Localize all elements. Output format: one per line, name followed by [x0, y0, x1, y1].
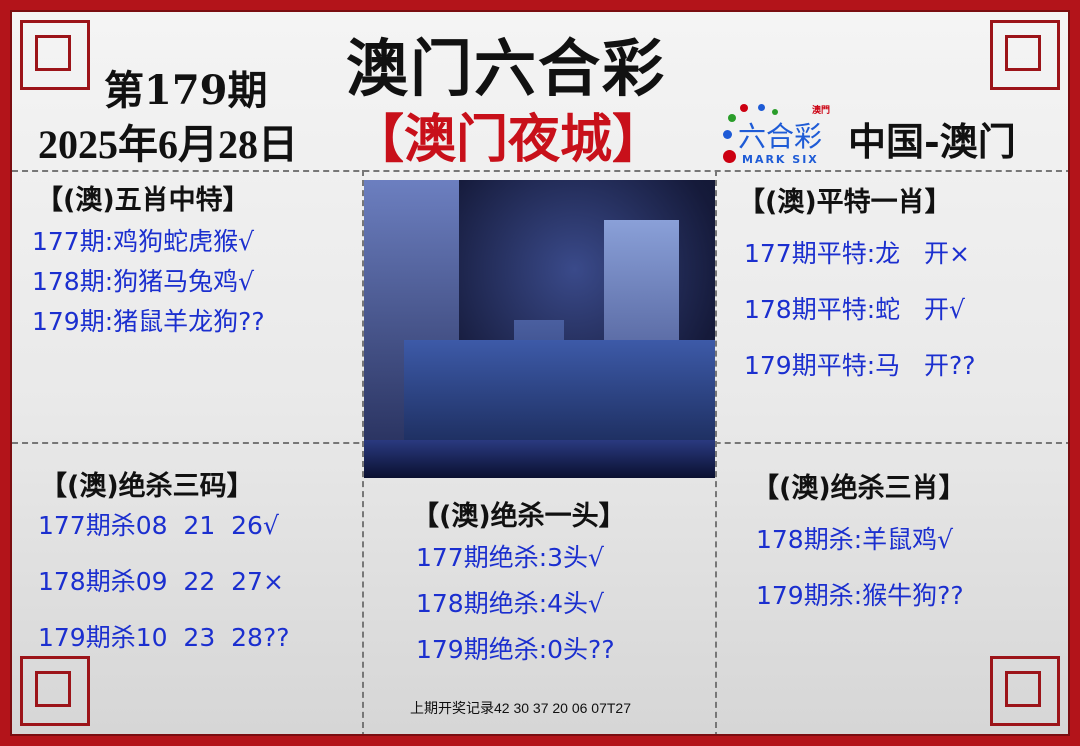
corner-ornament: [990, 656, 1060, 726]
section-title-wuxiao: 【(澳)五肖中特】: [36, 185, 250, 216]
list-item: 177期:鸡狗蛇虎猴√: [32, 227, 255, 256]
list-item: 179期杀10 23 28??: [38, 623, 290, 652]
divider: [715, 170, 717, 734]
list-item: 178期平特:蛇 开√: [744, 295, 965, 324]
list-item: 178期杀:羊鼠鸡√: [756, 525, 954, 554]
list-item: 177期杀08 21 26√: [38, 511, 279, 540]
list-item: 179期杀:猴牛狗??: [756, 581, 964, 610]
section-title-sanxiao: 【(澳)绝杀三肖】: [752, 473, 966, 504]
list-item: 179期平特:马 开??: [744, 351, 976, 380]
last-draw-record: 上期开奖记录42 30 37 20 06 07T27: [410, 700, 632, 716]
page-title: 澳门六合彩: [346, 32, 667, 105]
corner-ornament: [990, 20, 1060, 90]
list-item: 178期绝杀:4头√: [416, 589, 604, 618]
region-label: 中国-澳门: [848, 119, 1016, 164]
subtitle: 【澳门夜城】: [352, 109, 665, 170]
divider: [12, 170, 1068, 172]
section-title-sanma: 【(澳)绝杀三码】: [40, 471, 254, 502]
list-item: 179期:猪鼠羊龙狗??: [32, 307, 265, 336]
mark-six-logo: 澳門 六合彩 MARK SIX: [720, 104, 850, 174]
corner-ornament: [20, 656, 90, 726]
corner-ornament: [20, 20, 90, 90]
divider: [362, 170, 364, 734]
section-title-yitou: 【(澳)绝杀一头】: [412, 501, 626, 532]
section-title-pingte: 【(澳)平特一肖】: [738, 187, 952, 218]
list-item: 178期:狗猪马兔鸡√: [32, 267, 255, 296]
list-item: 177期绝杀:3头√: [416, 543, 604, 572]
draw-date: 2025年6月28日: [38, 122, 298, 167]
list-item: 179期绝杀:0头??: [416, 635, 615, 664]
poster: 第179期 2025年6月28日 澳门六合彩 【澳门夜城】 澳門 六合彩 MAR…: [10, 10, 1070, 736]
macau-night-photo: [364, 180, 715, 478]
list-item: 178期杀09 22 27×: [38, 567, 284, 596]
issue-number: 第179期: [104, 67, 268, 114]
list-item: 177期平特:龙 开×: [744, 239, 970, 268]
